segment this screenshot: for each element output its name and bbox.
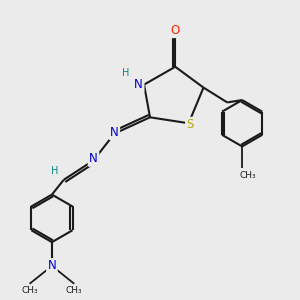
Text: N: N bbox=[47, 260, 56, 272]
Text: CH₃: CH₃ bbox=[239, 171, 256, 180]
Text: H: H bbox=[51, 166, 58, 176]
Text: H: H bbox=[122, 68, 129, 78]
Text: S: S bbox=[186, 118, 194, 131]
Text: CH₃: CH₃ bbox=[21, 286, 38, 295]
Text: N: N bbox=[110, 126, 119, 139]
Text: N: N bbox=[134, 78, 143, 91]
Text: CH₃: CH₃ bbox=[66, 286, 82, 295]
Text: O: O bbox=[171, 24, 180, 37]
Text: N: N bbox=[89, 152, 98, 165]
